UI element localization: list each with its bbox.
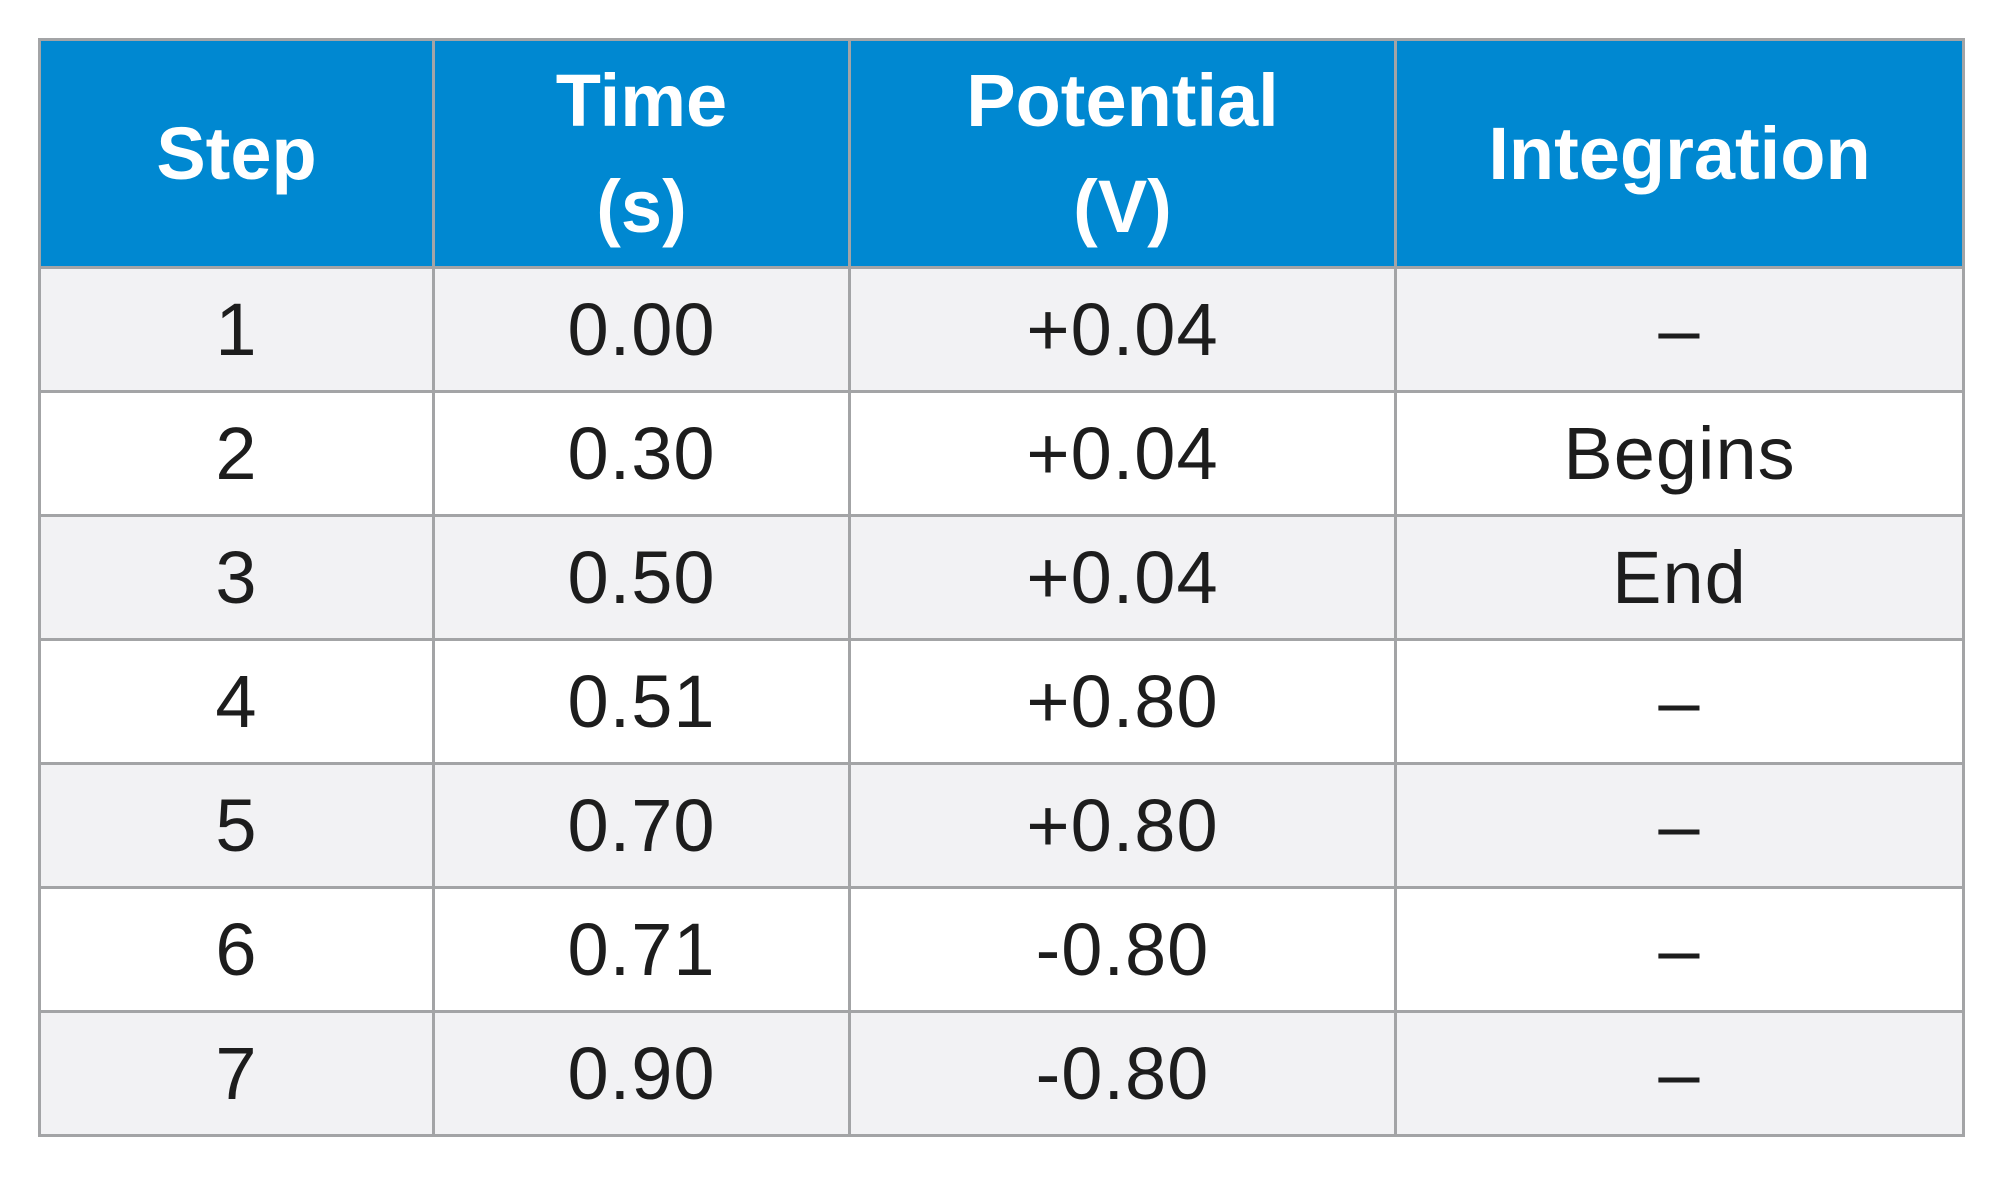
cell-potential: +0.80 bbox=[848, 762, 1397, 889]
header-integration: Integration bbox=[1394, 38, 1965, 269]
header-step-label: Step bbox=[156, 111, 317, 195]
cell-time: 0.00 bbox=[432, 266, 851, 393]
table-row: 3 0.50 +0.04 End bbox=[38, 514, 1965, 641]
cell-potential: +0.04 bbox=[848, 390, 1397, 517]
cell-integration: End bbox=[1394, 514, 1965, 641]
cell-integration: – bbox=[1394, 886, 1965, 1013]
table-row: 5 0.70 +0.80 – bbox=[38, 762, 1965, 889]
cell-step: 5 bbox=[38, 762, 435, 889]
table-row: 1 0.00 +0.04 – bbox=[38, 266, 1965, 393]
header-potential-unit: (V) bbox=[1073, 164, 1172, 248]
table-row: 4 0.51 +0.80 – bbox=[38, 638, 1965, 765]
cell-time: 0.30 bbox=[432, 390, 851, 517]
cell-potential: +0.04 bbox=[848, 514, 1397, 641]
cell-step: 2 bbox=[38, 390, 435, 517]
cell-step: 4 bbox=[38, 638, 435, 765]
cell-integration: Begins bbox=[1394, 390, 1965, 517]
data-table-container: Step Time (s) Potential (V) Integration … bbox=[38, 38, 1965, 1137]
cell-time: 0.50 bbox=[432, 514, 851, 641]
cell-step: 6 bbox=[38, 886, 435, 1013]
header-potential: Potential (V) bbox=[848, 38, 1397, 269]
cell-integration: – bbox=[1394, 1010, 1965, 1137]
cell-potential: -0.80 bbox=[848, 1010, 1397, 1137]
cell-integration: – bbox=[1394, 762, 1965, 889]
header-time-unit: (s) bbox=[596, 164, 687, 248]
cell-time: 0.71 bbox=[432, 886, 851, 1013]
cell-step: 1 bbox=[38, 266, 435, 393]
cell-potential: +0.80 bbox=[848, 638, 1397, 765]
header-time: Time (s) bbox=[432, 38, 851, 269]
header-step: Step bbox=[38, 38, 435, 269]
table-row: 2 0.30 +0.04 Begins bbox=[38, 390, 1965, 517]
cell-integration: – bbox=[1394, 638, 1965, 765]
header-time-label: Time bbox=[555, 58, 728, 142]
header-row: Step Time (s) Potential (V) Integration bbox=[38, 38, 1965, 269]
cell-time: 0.90 bbox=[432, 1010, 851, 1137]
cell-time: 0.51 bbox=[432, 638, 851, 765]
header-integration-label: Integration bbox=[1488, 111, 1871, 195]
cell-step: 7 bbox=[38, 1010, 435, 1137]
table-row: 6 0.71 -0.80 – bbox=[38, 886, 1965, 1013]
table-row: 7 0.90 -0.80 – bbox=[38, 1010, 1965, 1137]
cell-step: 3 bbox=[38, 514, 435, 641]
cell-potential: -0.80 bbox=[848, 886, 1397, 1013]
cell-time: 0.70 bbox=[432, 762, 851, 889]
step-table: Step Time (s) Potential (V) Integration … bbox=[38, 38, 1965, 1137]
cell-integration: – bbox=[1394, 266, 1965, 393]
header-potential-label: Potential bbox=[966, 58, 1279, 142]
cell-potential: +0.04 bbox=[848, 266, 1397, 393]
